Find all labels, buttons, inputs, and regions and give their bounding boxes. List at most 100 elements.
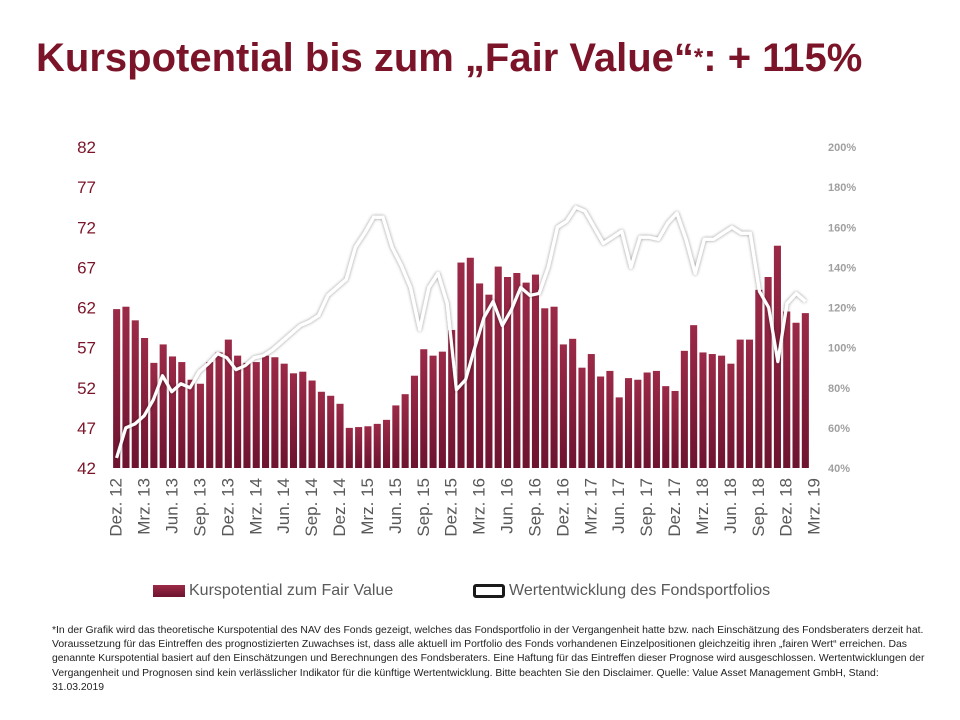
y-left-tick-label: 62	[77, 299, 96, 318]
x-tick-label: Sep. 17	[637, 478, 656, 537]
x-tick-label: Sep. 14	[302, 478, 321, 537]
y-left-tick-label: 67	[77, 258, 96, 277]
title-tail: : + 115%	[703, 36, 863, 80]
x-tick-label: Dez. 13	[218, 478, 237, 537]
bar-53	[606, 370, 614, 468]
bar-58	[652, 370, 660, 468]
x-axis: Dez. 12 Mrz. 13 Jun. 13 Sep. 13 Dez. 13 Mrz. …	[107, 478, 824, 537]
bar-37	[457, 262, 465, 468]
legend-swatch-line	[473, 584, 505, 598]
bar-39	[476, 283, 484, 468]
bar-series	[113, 245, 809, 469]
bar-15	[252, 362, 260, 468]
bar-28	[373, 423, 381, 468]
bar-29	[383, 419, 391, 468]
bar-11	[215, 352, 223, 468]
bar-69	[755, 289, 763, 468]
bar-23	[327, 395, 335, 468]
y-left-tick-label: 52	[77, 379, 96, 398]
bar-18	[280, 363, 288, 468]
bar-35	[438, 351, 446, 468]
bar-44	[522, 282, 530, 468]
bar-65	[718, 355, 726, 468]
bar-60	[671, 390, 679, 468]
y-left-tick-label: 57	[77, 339, 96, 358]
y-left-tick-label: 72	[77, 218, 96, 237]
bar-36	[448, 329, 456, 468]
bar-52	[597, 376, 605, 468]
bar-48	[559, 344, 567, 468]
y-right-tick-label: 120%	[828, 303, 856, 315]
line-wertentwicklung	[115, 205, 807, 459]
bar-43	[513, 272, 521, 468]
x-tick-label: Sep. 18	[749, 478, 768, 537]
bar-63	[699, 352, 707, 468]
y-right-tick-label: 60%	[828, 423, 850, 435]
bar-67	[736, 339, 744, 468]
x-tick-label: Mrz. 17	[581, 478, 600, 535]
bar-64	[708, 354, 716, 468]
bar-27	[364, 426, 372, 468]
bar-16	[262, 355, 270, 468]
x-tick-label: Jun. 16	[498, 478, 517, 534]
x-tick-label: Mrz. 18	[693, 478, 712, 535]
bar-19	[289, 373, 298, 468]
y-right-tick-label: 160%	[828, 222, 856, 234]
x-tick-label: Jun. 14	[274, 478, 293, 534]
y-right-tick-label: 200%	[828, 142, 856, 154]
bar-50	[578, 367, 586, 468]
bar-62	[690, 325, 698, 468]
bar-55	[624, 378, 633, 468]
bar-72	[783, 311, 791, 468]
bar-21	[308, 380, 316, 468]
bar-24	[336, 403, 344, 468]
x-tick-label: Dez. 17	[665, 478, 684, 537]
x-tick-label: Dez. 18	[777, 478, 796, 537]
x-tick-label: Jun. 17	[609, 478, 628, 534]
footnote: *In der Grafik wird das theoretische Kur…	[52, 625, 925, 693]
bar-10	[206, 362, 214, 468]
bar-5	[159, 344, 167, 468]
bar-32	[410, 375, 418, 468]
x-tick-label: Sep. 13	[190, 478, 209, 537]
legend-label-line: Wertentwicklung des Fondsportfolios	[509, 582, 771, 599]
y-left-tick-label: 82	[77, 138, 96, 157]
bar-51	[587, 354, 595, 468]
bar-8	[187, 379, 195, 468]
x-tick-label: Dez. 12	[107, 478, 126, 537]
bar-47	[550, 306, 558, 468]
x-tick-label: Jun. 18	[721, 478, 740, 534]
x-tick-label: Mrz. 14	[246, 478, 265, 535]
x-tick-label: Mrz. 19	[805, 478, 824, 535]
bar-61	[680, 350, 688, 468]
legend-item-kurspotential: Kurspotential zum Fair Value	[153, 582, 393, 600]
x-tick-label: Sep. 16	[526, 478, 545, 537]
legend-label-bar: Kurspotential zum Fair Value	[189, 582, 394, 599]
x-tick-label: Jun. 15	[386, 478, 405, 534]
bar-17	[271, 357, 279, 468]
bar-2	[131, 320, 139, 468]
bar-12	[224, 339, 232, 468]
bar-26	[355, 427, 363, 468]
bar-6	[168, 356, 177, 468]
y-left-tick-label: 42	[77, 459, 96, 478]
bar-42	[504, 277, 512, 468]
bar-25	[345, 427, 353, 469]
bar-70	[764, 277, 772, 468]
y-left-tick-label: 77	[77, 178, 96, 197]
bar-34	[429, 355, 437, 468]
x-tick-label: Dez. 14	[330, 478, 349, 537]
x-tick-label: Mrz. 15	[358, 478, 377, 535]
legend-item-wertentwicklung: Wertentwicklung des Fondsportfolios	[473, 582, 770, 600]
bar-49	[569, 338, 577, 468]
bar-46	[541, 308, 549, 468]
x-tick-label: Mrz. 13	[135, 478, 154, 535]
y-axis-right: 40% 60% 80% 100% 120% 140% 160% 180% 200%	[828, 142, 856, 475]
bar-41	[494, 266, 502, 468]
bar-14	[243, 362, 251, 468]
bar-0	[113, 309, 121, 468]
y-axis-left: 42 47 52 57 62 67 72 77 82	[77, 138, 96, 478]
bar-13	[234, 355, 242, 468]
bar-74	[801, 313, 809, 468]
